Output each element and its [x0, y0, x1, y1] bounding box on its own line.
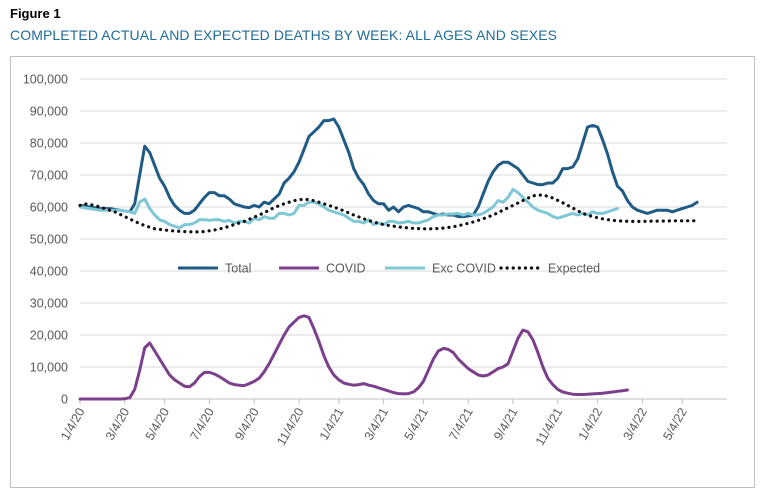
- gridlines: [80, 78, 727, 400]
- y-tick-label: 50,000: [30, 233, 68, 247]
- y-tick-label: 30,000: [30, 297, 68, 311]
- x-tick-label: 3/4/22: [620, 405, 650, 442]
- x-tick-label: 7/4/21: [446, 405, 476, 442]
- legend-label-exc-covid: Exc COVID: [432, 262, 496, 276]
- series-line-covid: [78, 314, 629, 401]
- legend-label-total: Total: [225, 262, 251, 276]
- y-tick-label: 20,000: [30, 329, 68, 343]
- x-tick-label: 1/4/21: [317, 405, 347, 442]
- x-axis-ticks: 1/4/20 3/4/20 5/4/20 7/4/20 9/4/20 11/4/20 1/4…: [58, 399, 690, 448]
- x-tick-label: 5/4/20: [143, 405, 173, 442]
- y-tick-label: 100,000: [23, 73, 68, 87]
- y-tick-label: 0: [61, 393, 68, 407]
- figure-label: Figure 1: [10, 6, 61, 21]
- x-tick-label: 3/4/21: [362, 405, 392, 442]
- x-tick-label: 1/4/22: [576, 405, 606, 442]
- x-tick-label: 5/4/21: [401, 405, 431, 442]
- x-tick-label: 7/4/20: [187, 405, 217, 442]
- series-lines: [78, 117, 699, 401]
- series-line-exc-covid: [78, 187, 619, 230]
- x-tick-label: 5/4/22: [660, 405, 690, 442]
- y-tick-label: 10,000: [30, 361, 68, 375]
- figure-title: COMPLETED ACTUAL AND EXPECTED DEATHS BY …: [10, 27, 558, 43]
- y-tick-label: 90,000: [30, 105, 68, 119]
- x-tick-label: 3/4/20: [103, 405, 133, 442]
- legend-label-covid: COVID: [326, 262, 366, 276]
- y-tick-label: 40,000: [30, 265, 68, 279]
- y-tick-label: 70,000: [30, 169, 68, 183]
- x-tick-label: 9/4/21: [491, 405, 521, 442]
- x-tick-label: 1/4/20: [58, 405, 88, 442]
- series-line-expected: [78, 193, 699, 234]
- y-tick-label: 80,000: [30, 137, 68, 151]
- y-tick-label: 60,000: [30, 201, 68, 215]
- x-tick-label: 9/4/20: [232, 405, 262, 442]
- chart-frame: [10, 56, 755, 488]
- x-tick-label: 11/4/21: [533, 405, 566, 447]
- x-tick-label: 11/4/20: [274, 405, 307, 447]
- series-line-total: [78, 117, 699, 219]
- y-axis-ticks: 0 10,000 20,000 30,000 40,000 50,000 60,000 70,…: [23, 73, 68, 407]
- legend-label-expected: Expected: [548, 262, 600, 276]
- legend: Total COVID Exc COVID Expected: [178, 262, 600, 276]
